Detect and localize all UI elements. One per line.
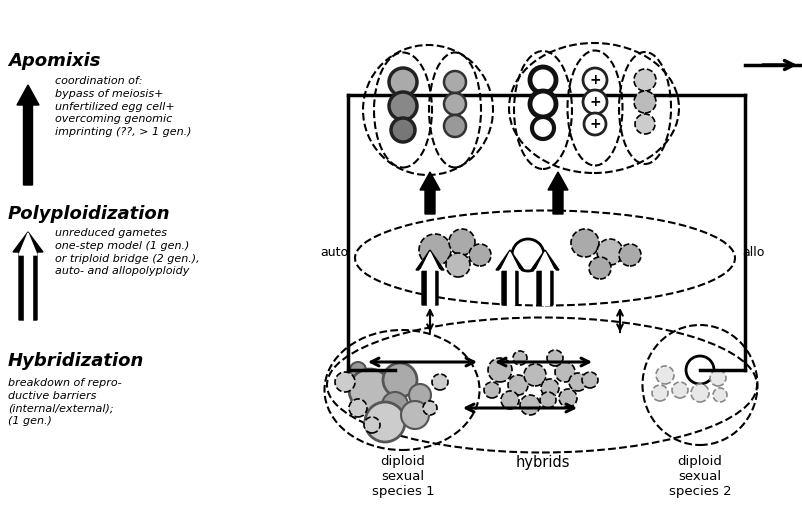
Circle shape	[382, 392, 408, 418]
Circle shape	[444, 93, 466, 115]
Circle shape	[541, 379, 559, 397]
Circle shape	[656, 366, 674, 384]
Circle shape	[444, 115, 466, 137]
FancyArrow shape	[535, 252, 555, 272]
Text: diploid
sexual
species 1: diploid sexual species 1	[371, 455, 435, 498]
Circle shape	[713, 388, 727, 402]
Circle shape	[444, 71, 466, 93]
Circle shape	[383, 363, 417, 397]
Circle shape	[401, 401, 429, 429]
Circle shape	[501, 391, 519, 409]
Text: Polyploidization: Polyploidization	[8, 205, 171, 223]
FancyArrow shape	[548, 172, 568, 214]
Circle shape	[389, 92, 417, 120]
Circle shape	[365, 402, 405, 442]
Circle shape	[446, 253, 470, 277]
Text: Apomixis: Apomixis	[8, 52, 100, 70]
Text: coordination of:
bypass of meiosis+
unfertilized egg cell+
overcoming genomic
im: coordination of: bypass of meiosis+ unfe…	[55, 76, 192, 137]
FancyArrow shape	[420, 172, 440, 214]
Text: +: +	[589, 95, 601, 109]
Circle shape	[524, 364, 546, 386]
Circle shape	[540, 392, 556, 408]
Circle shape	[488, 358, 512, 382]
Circle shape	[686, 356, 714, 384]
Circle shape	[619, 244, 641, 266]
Text: hybrids: hybrids	[516, 455, 570, 470]
Circle shape	[530, 67, 556, 93]
Circle shape	[589, 257, 611, 279]
Circle shape	[432, 374, 448, 390]
FancyArrow shape	[427, 265, 434, 305]
Circle shape	[634, 91, 656, 113]
FancyArrow shape	[507, 265, 513, 305]
Text: +: +	[589, 73, 601, 87]
Circle shape	[520, 395, 540, 415]
Text: auto: auto	[320, 246, 348, 260]
FancyArrow shape	[496, 250, 524, 305]
Circle shape	[391, 118, 415, 142]
FancyArrow shape	[24, 255, 32, 320]
Circle shape	[559, 389, 577, 407]
Text: Hybridization: Hybridization	[8, 352, 144, 370]
Circle shape	[691, 384, 709, 402]
FancyArrow shape	[541, 265, 549, 305]
Text: diploid
sexual
species 2: diploid sexual species 2	[669, 455, 731, 498]
Circle shape	[389, 68, 417, 96]
Text: allo: allo	[742, 246, 764, 260]
Circle shape	[582, 372, 598, 388]
FancyArrow shape	[17, 85, 39, 185]
Circle shape	[350, 362, 366, 378]
Circle shape	[469, 244, 491, 266]
Text: breakdown of repro-
ductive barriers
(internal/external);
(1 gen.): breakdown of repro- ductive barriers (in…	[8, 378, 122, 426]
Circle shape	[584, 113, 606, 135]
Circle shape	[569, 373, 587, 391]
Circle shape	[597, 239, 623, 265]
Circle shape	[512, 239, 544, 271]
Circle shape	[635, 114, 655, 134]
Circle shape	[571, 229, 599, 257]
Circle shape	[513, 351, 527, 365]
Circle shape	[449, 229, 475, 255]
Text: unreduced gametes
one-step model (1 gen.)
or triploid bridge (2 gen.),
auto- and: unreduced gametes one-step model (1 gen.…	[55, 228, 200, 277]
Circle shape	[710, 370, 726, 386]
FancyArrow shape	[19, 233, 37, 255]
Circle shape	[583, 90, 607, 114]
FancyArrow shape	[416, 250, 444, 305]
Circle shape	[335, 372, 355, 392]
Circle shape	[634, 69, 656, 91]
Circle shape	[349, 369, 391, 411]
Circle shape	[484, 382, 500, 398]
Circle shape	[349, 399, 367, 417]
FancyArrow shape	[531, 250, 559, 305]
Circle shape	[547, 350, 563, 366]
FancyArrow shape	[13, 232, 43, 320]
Text: +: +	[589, 117, 601, 131]
Circle shape	[419, 234, 451, 266]
Circle shape	[672, 382, 688, 398]
Circle shape	[530, 91, 556, 117]
Circle shape	[508, 375, 528, 395]
Circle shape	[409, 384, 431, 406]
Circle shape	[532, 117, 554, 139]
Circle shape	[652, 385, 668, 401]
FancyArrow shape	[500, 252, 520, 272]
Circle shape	[583, 68, 607, 92]
Circle shape	[555, 362, 575, 382]
Circle shape	[364, 417, 380, 433]
FancyArrow shape	[420, 252, 440, 272]
Circle shape	[423, 401, 437, 415]
